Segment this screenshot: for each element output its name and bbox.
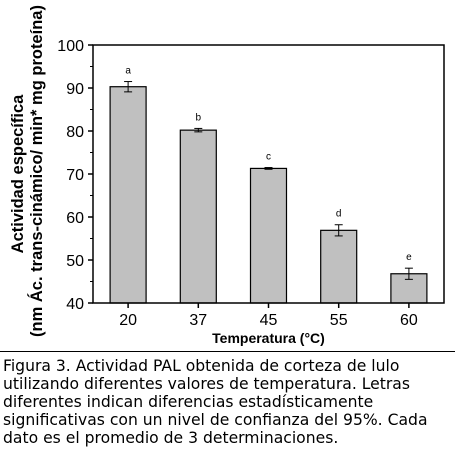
- x-tick-label: 45: [260, 312, 278, 329]
- x-axis-ticks: 20 37 45 55 60: [119, 303, 418, 329]
- x-axis-label: Temperatura (°C): [212, 330, 325, 346]
- bar-chart: 40 50 60 70 80 90 100 20 37 45 55 60 a b c d e Activid…: [9, 5, 445, 346]
- y-axis-ticks: 40 50 60 70 80 90 100: [57, 38, 93, 313]
- significance-letter: c: [266, 152, 271, 163]
- bars: a b c d e: [109, 66, 428, 304]
- y-tick-label: 70: [66, 167, 84, 184]
- y-tick-label: 80: [66, 124, 84, 141]
- y-tick-label: 50: [66, 253, 84, 270]
- y-tick-label: 100: [57, 38, 84, 55]
- significance-letter: e: [406, 252, 412, 263]
- y-tick-label: 40: [66, 296, 84, 313]
- y-axis-label-line2: (nm Ác. trans-cinámico/ min* mg proteína…: [27, 5, 46, 337]
- bar: [320, 229, 358, 304]
- plot-frame: [92, 44, 445, 304]
- figure-caption: Figura 3. Actividad PAL obtenida de cort…: [3, 357, 428, 447]
- significance-letter: d: [336, 209, 342, 220]
- x-tick-label: 37: [189, 312, 207, 329]
- x-tick-label: 60: [400, 312, 418, 329]
- significance-letter: b: [196, 112, 202, 123]
- x-tick-label: 20: [119, 312, 137, 329]
- significance-letter: a: [125, 66, 131, 77]
- bar: [249, 167, 288, 304]
- y-tick-label: 90: [66, 81, 84, 98]
- y-tick-label: 60: [66, 210, 84, 227]
- y-axis-label-line1: Actividad específica: [9, 94, 27, 253]
- caption-divider: [0, 351, 455, 352]
- bar: [109, 86, 147, 304]
- x-tick-label: 55: [330, 312, 348, 329]
- bar: [179, 129, 217, 304]
